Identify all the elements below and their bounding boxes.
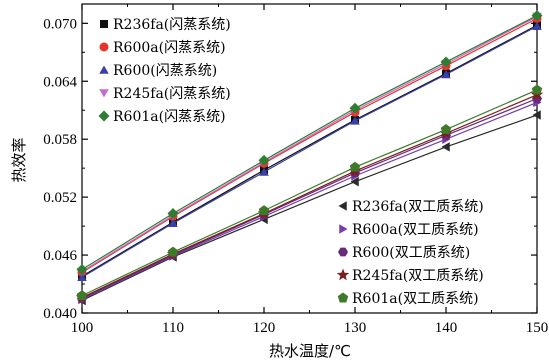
data-point (440, 56, 452, 68)
legend-item: R600a(双工质系统) (339, 222, 479, 238)
legend-label: R600a(双工质系统) (352, 222, 479, 238)
series-line (81, 17, 538, 273)
data-point (441, 69, 451, 79)
data-point (168, 218, 178, 227)
data-point (76, 264, 88, 276)
data-point (259, 167, 269, 176)
x-tick-label: 150 (526, 320, 549, 336)
legend-flash: R236fa(闪蒸系统) R600a(闪蒸系统) R600(闪蒸系统) R245fa(… (98, 17, 231, 125)
y-tick-label: 0.058 (43, 132, 77, 148)
legend-marker (339, 224, 348, 234)
data-point (77, 272, 87, 282)
legend-label: R236fa(闪蒸系统) (113, 17, 231, 33)
data-point (531, 84, 543, 95)
series-line (81, 98, 538, 300)
x-tick-label: 110 (162, 320, 184, 336)
series-layer (75, 10, 544, 306)
series-line (81, 114, 538, 301)
series-r601a (76, 10, 543, 276)
legend-label: R601a(双工质系统) (352, 291, 479, 307)
legend-dual: R236fa(双工质系统) R600a(双工质系统) R600(双工质系统) R245… (336, 199, 484, 307)
legend-item: R601a(闪蒸系统) (98, 109, 226, 125)
x-tick-label: 140 (435, 320, 458, 336)
legend-marker (99, 89, 109, 98)
data-point (76, 290, 88, 301)
series-line (81, 24, 538, 277)
data-point (531, 10, 543, 22)
legend-item: R600a(闪蒸系统) (99, 40, 226, 56)
legend-label: R600(双工质系统) (352, 245, 470, 261)
data-point (349, 161, 361, 172)
y-axis: 0.040 0.046 0.052 0.058 0.064 0.070 (43, 16, 537, 322)
legend-label: R236fa(双工质系统) (352, 199, 484, 215)
series-line (81, 94, 538, 299)
legend-item: R236fa(闪蒸系统) (100, 17, 231, 33)
legend-item: R600(闪蒸系统) (99, 63, 217, 79)
series-r600 (77, 21, 542, 282)
data-point (349, 102, 361, 114)
x-tick-label: 100 (71, 320, 94, 336)
series-line (81, 15, 538, 271)
legend-marker (338, 201, 347, 211)
legend-item: R601a(双工质系统) (337, 291, 479, 307)
data-point (167, 208, 179, 220)
series-r601a (76, 84, 543, 301)
data-point (532, 110, 541, 120)
legend-marker (99, 65, 109, 74)
data-point (167, 246, 179, 257)
legend-item: R600(双工质系统) (338, 245, 470, 261)
legend-label: R600a(闪蒸系统) (113, 40, 226, 56)
y-tick-label: 0.064 (43, 74, 77, 90)
data-point (258, 205, 270, 216)
legend-label: R601a(闪蒸系统) (113, 109, 226, 125)
legend-marker (98, 110, 110, 122)
legend-item: R245fa(双工质系统) (336, 268, 484, 284)
legend-label: R600(闪蒸系统) (113, 63, 217, 79)
data-point (532, 21, 542, 30)
y-tick-label: 0.046 (43, 248, 77, 264)
x-axis-label: 热水温度/℃ (269, 342, 351, 360)
legend-label: R245fa(闪蒸系统) (113, 86, 231, 102)
series-line (81, 89, 538, 297)
legend-item: R236fa(双工质系统) (338, 199, 484, 215)
data-point (441, 142, 450, 152)
data-point (258, 154, 270, 166)
x-tick-label: 120 (253, 320, 276, 336)
x-tick-label: 130 (344, 320, 367, 336)
series-line (81, 16, 538, 272)
legend-label: R245fa(双工质系统) (352, 268, 484, 284)
legend-marker (337, 292, 349, 303)
legend-item: R245fa(闪蒸系统) (99, 86, 231, 102)
series-r236fa (78, 21, 541, 281)
y-tick-label: 0.070 (43, 16, 77, 32)
y-axis-label: 热效率 (10, 137, 28, 182)
legend-marker (100, 20, 108, 28)
data-point (350, 176, 359, 187)
legend-marker (338, 247, 348, 257)
legend-marker (336, 268, 350, 281)
y-tick-label: 0.040 (43, 306, 77, 322)
series-line (81, 101, 538, 301)
y-tick-label: 0.052 (43, 190, 77, 206)
data-point (440, 124, 452, 134)
series-line (81, 25, 538, 278)
legend-marker (99, 42, 109, 52)
x-axis: 100 110 120 130 140 150 (71, 4, 549, 336)
data-point (350, 116, 360, 125)
